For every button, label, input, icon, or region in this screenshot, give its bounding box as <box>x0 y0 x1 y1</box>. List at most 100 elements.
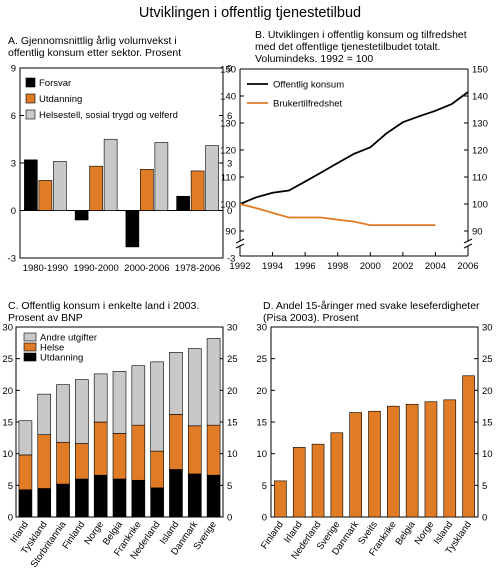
panel-a-bar <box>205 145 219 211</box>
panel-c-ytick-label-left: 15 <box>2 418 13 429</box>
panel-b-break-mark <box>235 243 245 249</box>
panel-a-legend-label: Helsestell, sosial trygd og velferd <box>39 110 178 121</box>
panel-b-xtick-label: 2004 <box>425 261 446 272</box>
panel-c-legend-swatch <box>23 342 37 352</box>
panel-d-ytick-label-right: 25 <box>482 354 493 365</box>
panel-b: B. Utviklingen i offentlig konsum og til… <box>220 29 488 272</box>
panel-a-category-label: 1978-2006 <box>175 263 220 274</box>
panel-c-title-line2: Prosent av BNP <box>8 312 83 324</box>
panel-b-ytick-label-right: 100 <box>472 200 488 211</box>
panel-a-title-line1: A. Gjennomsnittlig årlig volumvekst i <box>8 35 177 47</box>
panel-d-ytick-label-left: 0 <box>262 513 267 524</box>
panel-b-xtick-label: 2002 <box>392 261 413 272</box>
panel-a-ytick-label-left: 0 <box>11 206 16 217</box>
panel-a-legend-label: Utdanning <box>39 94 82 105</box>
panel-b-xtick-label: 1994 <box>262 261 283 272</box>
panel-b-legend-label: Brukertilfredshet <box>273 99 343 110</box>
panel-c-legend-label: Helse <box>40 343 64 354</box>
panel-c-ytick-label-left: 0 <box>8 513 13 524</box>
panel-d-bar <box>405 403 419 518</box>
panel-c-ytick-label-right: 0 <box>227 513 232 524</box>
panel-b-ytick-label-right: 150 <box>472 65 488 76</box>
panel-a-ytick-label-right: 6 <box>227 111 232 122</box>
panel-d-bar <box>368 410 381 518</box>
panel-c-legend-swatch <box>23 352 37 362</box>
panel-c-bar-segment <box>187 425 202 475</box>
panel-d-bar <box>349 412 362 518</box>
panel-a-ytick-label-right: 3 <box>227 159 232 170</box>
panel-a-ytick-label-right: 9 <box>227 64 232 75</box>
panel-b-xtick-label: 2006 <box>457 261 478 272</box>
panel-a-bar <box>176 195 190 211</box>
panel-d-title-line2: (Pisa 2003). Prosent <box>263 312 359 324</box>
panel-c-bar-segment <box>75 443 89 480</box>
panel-a-category-label: 1980-1990 <box>23 263 68 274</box>
panel-b-title-line2: med det offentlige tjenestetilbudet tota… <box>255 41 440 53</box>
panel-c-bar-segment <box>187 348 202 427</box>
panel-c-legend-label: Andre utgifter <box>40 333 97 344</box>
panel-c-bar-segment <box>112 433 127 480</box>
panel-c-bar-segment <box>56 483 70 518</box>
panel-a-bar <box>103 138 118 211</box>
panel-c-ytick-label-left: 20 <box>2 386 13 397</box>
panel-d-ytick-label-right: 5 <box>482 481 487 492</box>
panel-c-bar-segment <box>18 420 33 456</box>
panel-b-break-mark <box>463 238 473 244</box>
panel-d-ytick-label-right: 30 <box>482 323 493 334</box>
panel-d-category-label: Norge <box>413 519 437 547</box>
panel-c-legend-label: Utdanning <box>40 353 83 364</box>
panel-b-xtick-label: 1996 <box>295 261 316 272</box>
panel-d-ytick-label-left: 30 <box>256 323 267 334</box>
panel-a-legend-label: Forsvar <box>39 78 71 89</box>
panel-d-ytick-label-left: 20 <box>256 386 267 397</box>
panel-d-bar <box>424 401 438 518</box>
panel-c-bar-segment <box>93 474 108 518</box>
panel-c-bar-segment <box>93 421 108 476</box>
panel-c-bar-segment <box>75 478 89 518</box>
panel-c-bar-segment <box>150 361 164 452</box>
panel-a-category-label: 1990-2000 <box>73 263 118 274</box>
panel-b-legend-label: Offentlig konsum <box>273 80 344 91</box>
panel-a-bar <box>53 161 67 211</box>
panel-d-bar <box>274 480 287 518</box>
panel-c-bar-segment <box>131 365 146 426</box>
panel-b-ytick-label-left: 140 <box>220 92 236 103</box>
panel-b-xtick-label: 1992 <box>229 261 250 272</box>
panel-c-ytick-label-left: 30 <box>2 323 13 334</box>
panel-a-title-line2: offentlig konsum etter sektor. Prosent <box>8 47 181 59</box>
panel-d-ytick-label-left: 25 <box>256 354 267 365</box>
panel-b-ytick-label-left: 90 <box>225 227 236 238</box>
panel-a-legend-swatch <box>25 77 36 88</box>
panel-a-bar <box>38 180 53 211</box>
panel-c-bar-segment <box>169 352 183 415</box>
panel-a-ytick-label-left: -3 <box>8 254 16 265</box>
panel-c-ytick-label-right: 30 <box>227 323 238 334</box>
panel-b-series-line <box>239 91 469 205</box>
panel-c-bar-segment <box>37 393 52 435</box>
panel-c-title-line1: C. Offentlig konsum i enkelte land i 200… <box>8 300 199 312</box>
panel-c-bar-segment <box>131 424 146 481</box>
panel-c: C. Offentlig konsum i enkelte land i 200… <box>2 300 237 570</box>
panel-b-ytick-label-left: 100 <box>220 200 236 211</box>
panel-d-ytick-label-left: 10 <box>256 449 267 460</box>
panel-b-ytick-label-right: 130 <box>472 119 488 130</box>
panel-b-ytick-label-right: 110 <box>472 173 487 184</box>
panel-c-bar-segment <box>75 379 89 444</box>
panel-c-bar-segment <box>169 469 183 518</box>
panel-a-bar <box>190 170 205 211</box>
panel-d-category-label: Finland <box>259 519 286 551</box>
panel-c-ytick-label-left: 25 <box>2 354 13 365</box>
panel-d-bar <box>311 443 325 518</box>
panel-a-bar <box>125 210 140 248</box>
panel-c-bar-segment <box>37 488 52 518</box>
panel-a-bar <box>74 210 89 221</box>
panel-a-ytick-label-left: 6 <box>11 111 16 122</box>
panel-a-ytick-label-left: 3 <box>11 159 16 170</box>
panel-a-legend-swatch <box>25 109 36 120</box>
panel-c-ytick-label-right: 20 <box>227 386 238 397</box>
panel-d-bar <box>330 432 344 518</box>
panel-c-bar-segment <box>18 489 33 518</box>
panel-b-ytick-label-left: 120 <box>220 146 236 157</box>
panel-b-ytick-label-right: 140 <box>472 92 488 103</box>
